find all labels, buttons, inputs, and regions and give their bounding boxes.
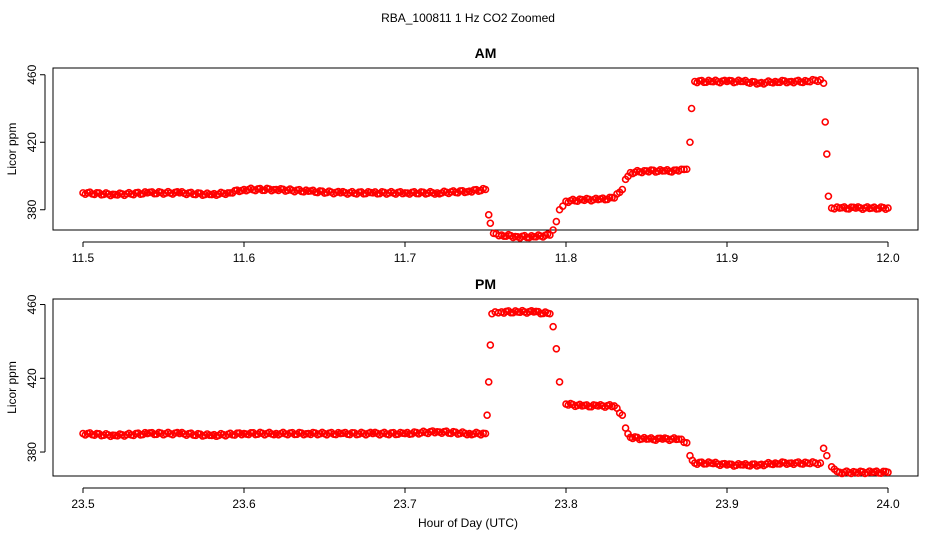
x-tick-label: 11.5 — [72, 251, 95, 265]
data-point — [686, 138, 694, 147]
data-point — [816, 459, 825, 467]
y-axis-title: Licor ppm — [5, 361, 19, 414]
data-point — [546, 309, 554, 318]
data-point — [486, 341, 495, 349]
data-point — [682, 439, 691, 447]
data-point — [680, 165, 688, 174]
series-points — [79, 75, 892, 242]
y-tick-label: 380 — [25, 199, 39, 219]
y-tick-label: 380 — [25, 442, 39, 462]
y-tick-label: 420 — [25, 368, 39, 388]
y-axis-title: Licor ppm — [5, 123, 19, 176]
panel-am: AM 11.5 11.6 11.7 11.8 11.9 12.0 380 420 460 Licor… — [5, 45, 919, 265]
data-point — [823, 451, 831, 460]
chart-panels: AM 11.5 11.6 11.7 11.8 11.9 12.0 380 420 460 Licor… — [5, 45, 919, 511]
x-axis-title: Hour of Day (UTC) — [418, 516, 518, 530]
data-point — [687, 104, 696, 113]
main-title: RBA_100811 1 Hz CO2 Zoomed — [381, 11, 555, 25]
data-point — [549, 322, 557, 331]
data-point — [819, 79, 828, 87]
x-tick-label: 23.5 — [71, 497, 95, 511]
data-point — [824, 192, 833, 201]
data-point — [552, 217, 561, 226]
y-tick-label: 460 — [25, 294, 39, 314]
data-point — [546, 231, 554, 239]
data-point — [555, 378, 564, 386]
data-point — [884, 468, 892, 477]
panel-pm: PM 23.5 23.6 23.7 23.8 23.9 24.0 380 420 460 Licor… — [5, 276, 919, 511]
x-tick-label: 11.6 — [233, 251, 256, 265]
data-point — [549, 226, 557, 234]
x-tick-label: 23.8 — [554, 497, 578, 511]
x-tick-label: 24.0 — [876, 497, 900, 511]
x-tick-label: 12.0 — [876, 251, 900, 265]
data-point — [552, 344, 561, 353]
data-point — [819, 444, 828, 453]
panel-title: AM — [475, 45, 497, 61]
data-point — [484, 378, 493, 386]
data-point — [618, 411, 627, 419]
y-tick-label: 460 — [25, 64, 39, 84]
data-point — [484, 211, 493, 219]
x-tick-label: 23.9 — [715, 497, 739, 511]
data-point — [821, 118, 830, 126]
x-tick-label: 23.7 — [393, 497, 417, 511]
x-tick-label: 23.6 — [232, 497, 256, 511]
data-point — [823, 150, 831, 158]
y-tick-label: 420 — [25, 132, 39, 152]
data-point — [884, 204, 892, 212]
x-tick-label: 11.9 — [716, 251, 739, 265]
panel-title: PM — [475, 276, 496, 292]
data-point — [481, 429, 490, 438]
x-tick-label: 11.7 — [394, 251, 417, 265]
data-point — [682, 165, 691, 174]
series-points — [79, 306, 892, 478]
data-point — [486, 219, 495, 228]
data-point — [481, 185, 490, 194]
plot-frame — [52, 298, 919, 477]
data-point — [618, 185, 627, 194]
data-point — [483, 411, 491, 419]
data-point — [674, 435, 683, 443]
x-tick-label: 11.8 — [555, 251, 578, 265]
plot-frame — [52, 67, 919, 231]
